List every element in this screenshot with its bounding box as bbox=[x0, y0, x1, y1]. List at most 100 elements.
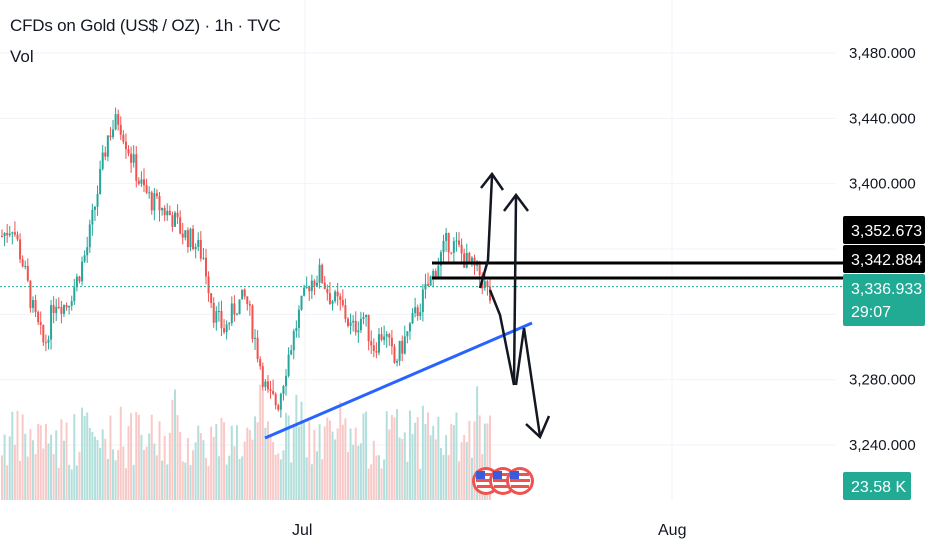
volume-bar bbox=[460, 442, 463, 500]
candle-body bbox=[295, 328, 298, 332]
volume-bar bbox=[318, 424, 321, 500]
volume-bar bbox=[305, 457, 308, 500]
candle-body bbox=[217, 310, 220, 312]
volume-bar bbox=[181, 461, 184, 500]
candle-body bbox=[316, 282, 319, 286]
volume-bar bbox=[292, 427, 295, 500]
symbol-title[interactable]: CFDs on Gold (US$ / OZ) · 1h · TVC bbox=[10, 16, 281, 35]
candle-body bbox=[396, 360, 399, 363]
volume-bar bbox=[176, 415, 179, 500]
us-flag-icon[interactable] bbox=[506, 467, 534, 495]
volume-bar bbox=[50, 434, 53, 500]
volume-bar bbox=[68, 464, 71, 500]
candle-body bbox=[99, 168, 102, 195]
volume-bar bbox=[124, 468, 127, 500]
volume-bar bbox=[269, 434, 272, 500]
candle-body bbox=[16, 234, 19, 240]
volume-bar bbox=[106, 458, 109, 500]
price-axis[interactable]: 3,480.000 3,440.000 3,400.000 3,280.000 3,24… bbox=[849, 45, 916, 454]
candle-body bbox=[44, 342, 47, 344]
candle-body bbox=[439, 252, 442, 266]
volume-bar bbox=[127, 426, 130, 500]
volume-bar bbox=[212, 437, 215, 500]
candle-body bbox=[251, 305, 254, 339]
candle-body bbox=[124, 141, 127, 150]
volume-bar bbox=[246, 427, 249, 500]
candle-body bbox=[365, 314, 368, 318]
candle-body bbox=[465, 252, 468, 268]
volume-bar bbox=[26, 456, 29, 500]
candle-body bbox=[6, 233, 9, 236]
volume-bar bbox=[458, 461, 461, 500]
candle-body bbox=[359, 318, 362, 331]
volume-bar bbox=[101, 429, 104, 500]
volume-bar bbox=[210, 426, 213, 500]
candle-body bbox=[292, 331, 295, 351]
volume-bar bbox=[346, 452, 349, 500]
volume-bar bbox=[393, 417, 396, 500]
volume-bar bbox=[168, 432, 171, 500]
candle-body bbox=[130, 153, 133, 163]
volume-bar bbox=[476, 386, 479, 500]
candle-body bbox=[341, 299, 344, 306]
arrow-up-path[interactable] bbox=[478, 175, 494, 289]
volume-bar bbox=[383, 459, 386, 500]
candle-body bbox=[303, 287, 306, 296]
economic-event-flags[interactable] bbox=[472, 467, 534, 495]
candle-body bbox=[230, 303, 233, 324]
candle-body bbox=[81, 261, 84, 282]
volume-bar bbox=[326, 417, 329, 500]
candle-body bbox=[145, 185, 148, 193]
volume-bar bbox=[352, 444, 355, 500]
candle-body bbox=[184, 230, 187, 238]
volume-bar bbox=[483, 423, 486, 500]
candle-body bbox=[24, 265, 27, 267]
candle-body bbox=[297, 309, 300, 329]
volume-bar bbox=[235, 425, 238, 500]
current-price-tag: 3,336.933 29:07 bbox=[843, 274, 925, 326]
candle-body bbox=[215, 311, 218, 323]
candle-body bbox=[279, 393, 282, 410]
trendline[interactable] bbox=[264, 321, 533, 440]
candle-body bbox=[458, 240, 461, 245]
candle-body bbox=[8, 233, 11, 236]
candle-body bbox=[478, 261, 481, 276]
volume-bar bbox=[81, 407, 84, 500]
candle-body bbox=[163, 207, 166, 216]
candle-body bbox=[346, 318, 349, 326]
candle-body bbox=[39, 322, 42, 325]
volume-bar bbox=[202, 440, 205, 500]
candle-body bbox=[93, 206, 96, 210]
candle-body bbox=[460, 244, 463, 254]
candle-body bbox=[282, 385, 285, 394]
volume-bar bbox=[310, 464, 313, 500]
volume-bar bbox=[478, 415, 481, 500]
volume-bar bbox=[300, 401, 303, 500]
volume-bar bbox=[463, 435, 466, 500]
volume-bar bbox=[447, 455, 450, 500]
arrow-down-path[interactable] bbox=[514, 327, 542, 437]
arrow-up-path-2[interactable] bbox=[488, 195, 518, 386]
candle-body bbox=[168, 210, 171, 216]
candle-body bbox=[272, 390, 275, 394]
candle-body bbox=[328, 293, 331, 304]
volume-bar bbox=[166, 464, 169, 500]
volume-bar bbox=[112, 449, 115, 500]
candle-body bbox=[88, 224, 91, 248]
volume-bar bbox=[39, 425, 42, 500]
volume-bar bbox=[380, 468, 383, 500]
candle-body bbox=[135, 154, 138, 181]
volume-bar bbox=[279, 459, 282, 500]
volume-bar bbox=[282, 450, 285, 500]
candle-body bbox=[50, 305, 53, 340]
volume-tag: 23.58 K bbox=[843, 472, 911, 500]
drawings[interactable] bbox=[264, 171, 843, 440]
candle-body bbox=[483, 281, 486, 289]
volume-bar bbox=[228, 455, 231, 500]
volume-bar bbox=[52, 454, 55, 500]
volume-bar bbox=[408, 410, 411, 500]
candle-body bbox=[60, 307, 63, 314]
candle-body bbox=[390, 337, 393, 347]
volume-indicator-label[interactable]: Vol bbox=[10, 47, 34, 66]
